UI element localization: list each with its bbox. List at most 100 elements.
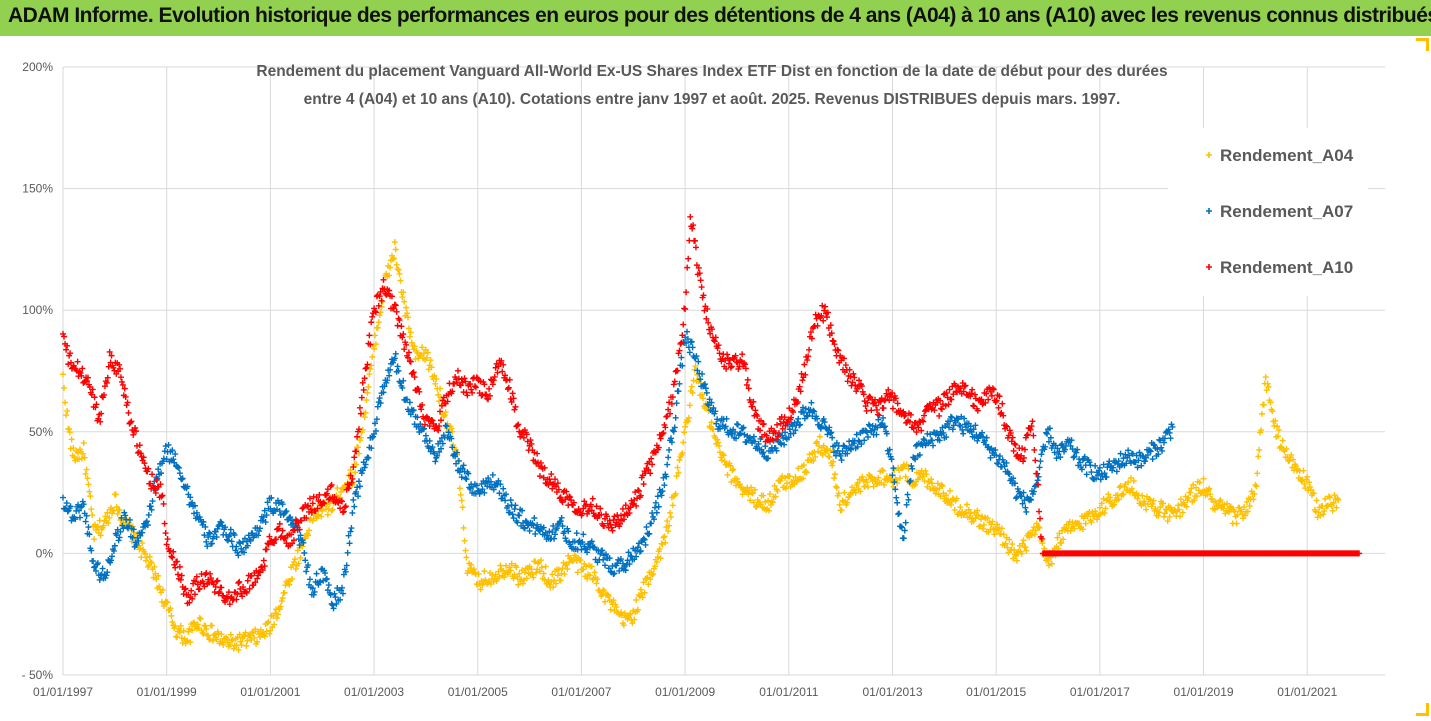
data-point (645, 581, 652, 588)
data-point (76, 456, 83, 463)
data-point (803, 413, 810, 420)
data-point (406, 399, 413, 406)
data-point (396, 270, 403, 277)
data-point (649, 461, 656, 468)
data-point (1117, 450, 1124, 457)
data-point (321, 500, 328, 507)
data-point (225, 589, 232, 596)
data-point (858, 441, 865, 448)
data-point (751, 486, 758, 493)
data-point (660, 534, 667, 541)
data-point (906, 478, 913, 485)
data-point (234, 549, 241, 556)
data-point (826, 453, 833, 460)
data-point (648, 455, 655, 462)
data-point (716, 350, 723, 357)
data-point (463, 476, 470, 483)
data-point (775, 430, 782, 437)
data-point (531, 449, 538, 456)
series-Rendement_A10 (60, 213, 1363, 608)
data-point (201, 532, 208, 539)
x-tick-label: 01/01/1999 (137, 685, 197, 699)
data-point (158, 493, 165, 500)
data-point (187, 494, 194, 501)
data-point (290, 559, 297, 566)
data-point (364, 361, 371, 368)
data-point (704, 401, 711, 408)
data-point (672, 490, 679, 497)
data-point (64, 342, 71, 349)
data-point (1224, 500, 1231, 507)
data-point (784, 419, 791, 426)
data-point (142, 557, 149, 564)
data-point (684, 264, 691, 271)
data-point (1092, 508, 1099, 515)
data-point (591, 569, 598, 576)
data-point (835, 490, 842, 497)
data-point (948, 414, 955, 421)
data-point (1277, 443, 1284, 450)
data-point (1043, 429, 1050, 436)
data-point (1125, 479, 1132, 486)
data-point (323, 575, 330, 582)
data-point (338, 488, 345, 495)
data-point (1098, 500, 1105, 507)
data-point (341, 504, 348, 511)
data-point (819, 302, 826, 309)
data-point (856, 377, 863, 384)
data-point (765, 497, 772, 504)
data-point (689, 344, 696, 351)
data-point (92, 404, 99, 411)
data-point (390, 255, 397, 262)
data-point (807, 406, 814, 413)
data-point (1308, 486, 1315, 493)
data-point (626, 561, 633, 568)
data-point (295, 560, 302, 567)
data-point (393, 308, 400, 315)
data-point (461, 537, 468, 544)
data-point (584, 549, 591, 556)
data-point (397, 277, 404, 284)
data-point (243, 642, 250, 649)
data-point (437, 385, 444, 392)
data-point (902, 519, 909, 526)
data-point (1002, 540, 1009, 547)
data-point (788, 414, 795, 421)
data-point (492, 571, 499, 578)
data-point (544, 532, 551, 539)
data-point (455, 375, 462, 382)
data-point (792, 427, 799, 434)
data-point (375, 302, 382, 309)
data-point (277, 603, 284, 610)
data-point (628, 497, 635, 504)
data-point (912, 481, 919, 488)
data-point (974, 407, 981, 414)
data-point (562, 535, 569, 542)
data-point (500, 361, 507, 368)
data-point (892, 395, 899, 402)
data-point (1081, 453, 1088, 460)
data-point (1187, 489, 1194, 496)
data-point (84, 378, 91, 385)
data-point (1185, 494, 1192, 501)
data-point (512, 502, 519, 509)
data-point (333, 600, 340, 607)
data-point (463, 554, 470, 561)
data-point (715, 342, 722, 349)
data-point (1275, 433, 1282, 440)
data-point (278, 598, 285, 605)
data-point (779, 425, 786, 432)
data-point (96, 576, 103, 583)
data-point (1059, 440, 1066, 447)
data-point (602, 551, 609, 558)
data-point (436, 448, 443, 455)
data-point (300, 539, 307, 546)
data-point (520, 524, 527, 531)
data-point (265, 618, 272, 625)
data-point (1121, 483, 1128, 490)
data-point (992, 446, 999, 453)
data-point (216, 588, 223, 595)
data-point (148, 506, 155, 513)
data-point (60, 494, 66, 501)
data-point (905, 496, 912, 503)
